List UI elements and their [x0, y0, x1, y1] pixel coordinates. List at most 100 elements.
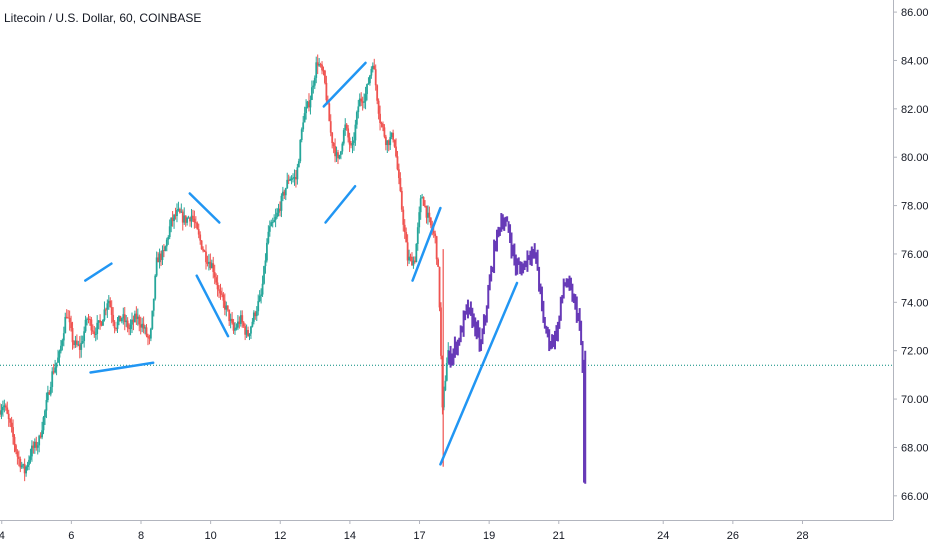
candle: [399, 172, 402, 193]
candle: [115, 327, 117, 332]
candle: [413, 256, 416, 264]
candle: [189, 216, 191, 227]
candle: [61, 338, 64, 351]
candle: [207, 254, 210, 271]
trend-line[interactable]: [89, 361, 155, 374]
candle: [93, 325, 96, 338]
trend-line[interactable]: [439, 281, 519, 466]
candle: [96, 315, 99, 340]
trend-line[interactable]: [195, 274, 230, 338]
candle: [215, 273, 218, 286]
candle: [0, 404, 3, 420]
candle: [361, 96, 364, 111]
candle: [234, 322, 236, 336]
candle: [271, 217, 274, 228]
candle: [384, 134, 387, 151]
candle: [145, 324, 148, 338]
candle: [355, 110, 358, 129]
candle: [128, 323, 131, 336]
trend-line[interactable]: [188, 192, 221, 224]
candle: [99, 314, 101, 330]
candle: [245, 324, 248, 338]
candle: [313, 75, 316, 90]
candle: [149, 327, 152, 342]
candle: [235, 323, 238, 331]
candle: [334, 138, 336, 163]
candle: [322, 66, 325, 76]
candle: [300, 127, 303, 143]
candle: [70, 315, 72, 332]
candle: [411, 252, 413, 266]
candle: [347, 125, 350, 143]
candle: [213, 264, 216, 285]
candle: [350, 141, 352, 149]
x-tick-label: 21: [553, 530, 565, 542]
candle: [131, 312, 133, 333]
candle: [354, 119, 357, 146]
candle: [181, 209, 184, 231]
candle: [29, 448, 32, 464]
candle: [386, 140, 389, 153]
candle: [258, 290, 261, 303]
x-tick-label: 12: [274, 530, 286, 542]
candle: [283, 189, 286, 200]
candle: [26, 461, 29, 471]
candle: [274, 208, 277, 228]
candle: [255, 306, 258, 322]
candle: [155, 251, 158, 278]
candle: [251, 317, 254, 328]
candle: [132, 315, 135, 331]
candle: [170, 217, 173, 233]
trend-line[interactable]: [411, 206, 442, 282]
candle: [97, 320, 100, 330]
candle: [435, 235, 438, 265]
candle: [425, 205, 428, 224]
candle: [83, 326, 86, 348]
candle: [205, 244, 207, 270]
candle: [328, 99, 331, 122]
candle: [100, 321, 103, 327]
x-tick-label: 19: [483, 530, 495, 542]
candle: [424, 200, 426, 208]
candle: [357, 99, 360, 119]
candle: [199, 231, 202, 245]
trend-line[interactable]: [322, 61, 367, 108]
candle: [419, 195, 422, 220]
candle: [306, 100, 309, 109]
candle: [78, 336, 81, 359]
candle: [216, 275, 219, 297]
candle: [86, 317, 88, 326]
candle: [15, 443, 17, 455]
candle: [263, 265, 265, 285]
candle: [440, 302, 442, 360]
candle: [377, 98, 380, 120]
candle: [71, 321, 74, 350]
candle: [351, 136, 354, 154]
candle: [46, 385, 49, 403]
x-tick-label: 10: [205, 530, 217, 542]
candle: [360, 92, 363, 107]
candle: [31, 440, 33, 462]
candle: [161, 245, 164, 265]
candle: [164, 245, 167, 252]
candle: [73, 340, 75, 349]
candle: [41, 421, 43, 440]
candle: [151, 310, 154, 330]
candle: [94, 327, 97, 342]
candle: [194, 216, 197, 229]
candle: [292, 173, 294, 183]
candle: [380, 121, 383, 128]
candle: [55, 362, 58, 376]
candle: [260, 288, 263, 304]
x-tick-label: 17: [413, 530, 425, 542]
candle: [48, 390, 51, 396]
trend-line[interactable]: [324, 184, 357, 224]
candle: [142, 316, 145, 334]
x-tick-label: 8: [138, 530, 144, 542]
candle: [297, 158, 300, 168]
candle: [228, 309, 231, 326]
candle: [315, 56, 318, 84]
candle: [68, 310, 71, 331]
trend-line[interactable]: [84, 262, 113, 282]
